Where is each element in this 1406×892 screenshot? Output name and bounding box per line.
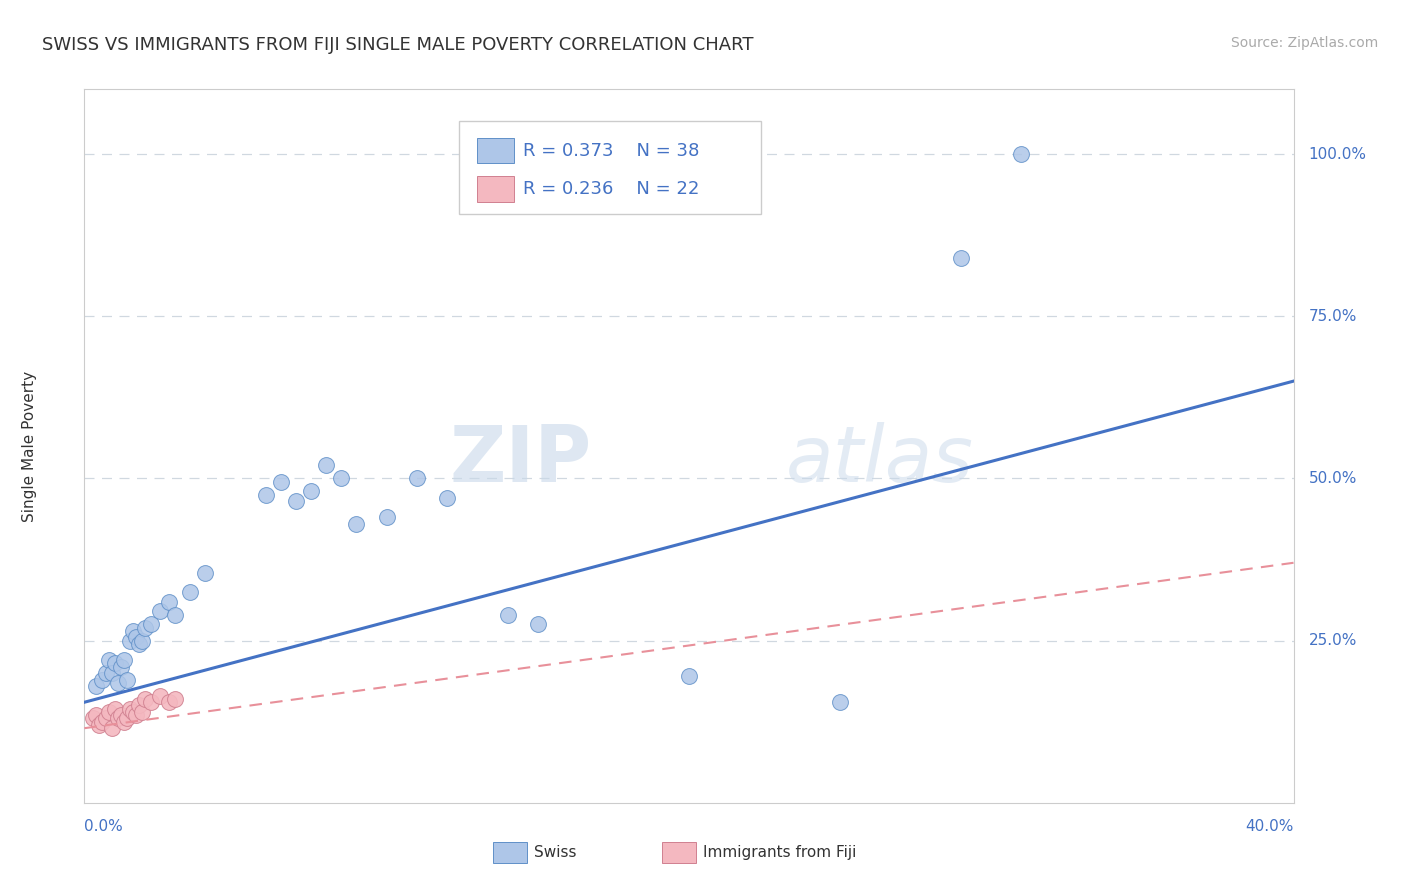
- Point: [436, 491, 458, 505]
- Text: 40.0%: 40.0%: [1246, 819, 1294, 834]
- Point: [134, 692, 156, 706]
- Point: [139, 695, 162, 709]
- Text: R = 0.373    N = 38: R = 0.373 N = 38: [523, 142, 700, 160]
- Text: Source: ZipAtlas.com: Source: ZipAtlas.com: [1230, 36, 1378, 50]
- Point: [315, 458, 337, 473]
- Text: 50.0%: 50.0%: [1309, 471, 1357, 486]
- Point: [128, 637, 150, 651]
- Point: [194, 566, 217, 580]
- Text: R = 0.236    N = 22: R = 0.236 N = 22: [523, 180, 700, 198]
- Point: [149, 689, 172, 703]
- Point: [830, 695, 852, 709]
- Point: [82, 711, 104, 725]
- FancyBboxPatch shape: [478, 137, 513, 163]
- Point: [270, 475, 292, 489]
- Point: [100, 721, 122, 735]
- FancyBboxPatch shape: [494, 842, 527, 863]
- Point: [91, 673, 114, 687]
- Point: [149, 604, 172, 618]
- Point: [131, 705, 153, 719]
- Point: [115, 711, 138, 725]
- FancyBboxPatch shape: [478, 177, 513, 202]
- Point: [131, 633, 153, 648]
- Point: [118, 702, 141, 716]
- Point: [100, 666, 122, 681]
- Point: [118, 633, 141, 648]
- Point: [107, 711, 129, 725]
- Point: [179, 585, 201, 599]
- Point: [375, 510, 398, 524]
- Point: [157, 695, 180, 709]
- Point: [134, 621, 156, 635]
- Point: [94, 711, 117, 725]
- Text: Single Male Poverty: Single Male Poverty: [22, 370, 38, 522]
- Point: [950, 251, 973, 265]
- FancyBboxPatch shape: [662, 842, 696, 863]
- Point: [121, 624, 143, 638]
- Point: [678, 669, 700, 683]
- Point: [346, 516, 368, 531]
- Point: [112, 714, 135, 729]
- Point: [115, 673, 138, 687]
- Point: [121, 705, 143, 719]
- Text: Swiss: Swiss: [534, 846, 576, 860]
- Point: [125, 631, 148, 645]
- Text: 75.0%: 75.0%: [1309, 309, 1357, 324]
- Point: [125, 708, 148, 723]
- Text: 25.0%: 25.0%: [1309, 633, 1357, 648]
- Point: [330, 471, 353, 485]
- Text: atlas: atlas: [786, 422, 973, 499]
- Point: [284, 494, 308, 508]
- Point: [128, 698, 150, 713]
- Point: [91, 714, 114, 729]
- Point: [299, 484, 322, 499]
- Point: [163, 607, 186, 622]
- Point: [406, 471, 429, 485]
- Point: [86, 679, 108, 693]
- Text: 100.0%: 100.0%: [1309, 146, 1367, 161]
- Point: [104, 702, 127, 716]
- Point: [86, 708, 108, 723]
- Point: [89, 718, 111, 732]
- Point: [163, 692, 186, 706]
- Point: [110, 659, 132, 673]
- Point: [496, 607, 519, 622]
- Text: SWISS VS IMMIGRANTS FROM FIJI SINGLE MALE POVERTY CORRELATION CHART: SWISS VS IMMIGRANTS FROM FIJI SINGLE MAL…: [42, 36, 754, 54]
- Point: [157, 595, 180, 609]
- Point: [97, 653, 120, 667]
- Point: [107, 675, 129, 690]
- Point: [526, 617, 548, 632]
- Point: [110, 708, 132, 723]
- Point: [139, 617, 162, 632]
- Point: [104, 657, 127, 671]
- Point: [254, 488, 277, 502]
- Point: [112, 653, 135, 667]
- Text: 0.0%: 0.0%: [84, 819, 124, 834]
- Point: [97, 705, 120, 719]
- Point: [1010, 147, 1032, 161]
- Text: ZIP: ZIP: [450, 422, 592, 499]
- Point: [94, 666, 117, 681]
- FancyBboxPatch shape: [460, 121, 762, 214]
- Text: Immigrants from Fiji: Immigrants from Fiji: [703, 846, 856, 860]
